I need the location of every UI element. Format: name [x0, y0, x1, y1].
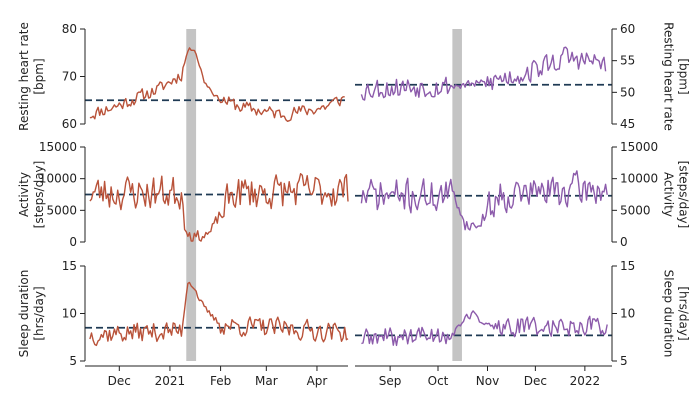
left-act-y-tick-label: 15000: [39, 140, 77, 154]
left-hr-ylabel: Resting heart rate: [17, 22, 31, 131]
right-sleep-y-tick-label: 5: [620, 354, 628, 368]
right-act-ylabel: [steps/day]: [677, 161, 691, 229]
left-sleep-series: [89, 281, 349, 347]
left-x-tick-label: Mar: [255, 374, 278, 388]
left-sleep-y-tick-label: 10: [62, 307, 77, 321]
right-sleep-y-tick-label: 10: [620, 307, 635, 321]
right-hr-series: [360, 46, 607, 101]
left-hr-y-tick-label: 70: [62, 70, 77, 84]
right-x-tick-label: Dec: [524, 374, 547, 388]
axes-layer: [80, 28, 617, 371]
right-sleep-ylabel: Sleep duration: [662, 270, 676, 358]
right-x-tick-label: Nov: [476, 374, 499, 388]
left-act-y-tick-label: 0: [69, 235, 77, 249]
right-act-y-tick-label: 0: [620, 235, 628, 249]
left-act-ylabel: Activity: [17, 172, 31, 217]
right-act-y-tick-label: 5000: [620, 203, 651, 217]
left-hr-series: [89, 47, 345, 123]
left-act-series: [89, 172, 349, 242]
left-x-tick-label: 2021: [155, 374, 186, 388]
left-hr-ylabel: [bpm]: [32, 58, 46, 94]
right-x-tick-label: Sep: [379, 374, 402, 388]
right-act-y-tick-label: 15000: [620, 140, 658, 154]
left-act-ylabel: [steps/day]: [32, 161, 46, 229]
right-x-tick-label: Oct: [428, 374, 449, 388]
left-x-tick-label: Dec: [108, 374, 131, 388]
left-act-y-tick-label: 5000: [46, 203, 77, 217]
left-act-y-tick-label: 10000: [39, 172, 77, 186]
right-hr-y-tick-label: 60: [620, 22, 635, 36]
right-sleep-series: [361, 310, 608, 347]
left-sleep-y-tick-label: 5: [69, 354, 77, 368]
right-hr-ylabel: Resting heart rate: [662, 22, 676, 131]
right-act-series: [360, 170, 608, 231]
right-sleep-ylabel: [hrs/day]: [677, 286, 691, 340]
left-x-tick-label: Feb: [210, 374, 231, 388]
right-hr-y-tick-label: 50: [620, 85, 635, 99]
left-hr-y-tick-label: 80: [62, 22, 77, 36]
left-sleep-y-tick-label: 15: [62, 259, 77, 273]
left-x-tick-label: Apr: [307, 374, 328, 388]
left-sleep-ylabel: [hrs/day]: [32, 286, 46, 340]
right-hr-y-tick-label: 55: [620, 54, 635, 68]
right-act-y-tick-label: 10000: [620, 172, 658, 186]
series-layer: [89, 46, 608, 347]
right-x-tick-label: 2022: [570, 374, 601, 388]
left-sleep-ylabel: Sleep duration: [17, 270, 31, 358]
right-sleep-y-tick-label: 15: [620, 259, 635, 273]
right-hr-ylabel: [bpm]: [677, 58, 691, 94]
reference-lines: [85, 83, 612, 337]
left-hr-y-tick-label: 60: [62, 117, 77, 131]
left-event-shade: [186, 29, 197, 361]
right-hr-y-tick-label: 45: [620, 117, 635, 131]
right-act-ylabel: Activity: [662, 172, 676, 217]
